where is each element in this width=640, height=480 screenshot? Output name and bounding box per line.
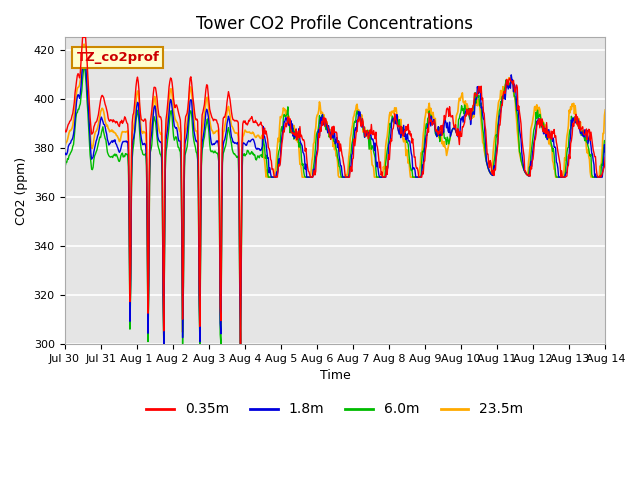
- Title: Tower CO2 Profile Concentrations: Tower CO2 Profile Concentrations: [196, 15, 474, 33]
- X-axis label: Time: Time: [319, 369, 350, 382]
- Legend: 0.35m, 1.8m, 6.0m, 23.5m: 0.35m, 1.8m, 6.0m, 23.5m: [141, 397, 529, 422]
- Text: TZ_co2prof: TZ_co2prof: [76, 51, 159, 64]
- Y-axis label: CO2 (ppm): CO2 (ppm): [15, 156, 28, 225]
